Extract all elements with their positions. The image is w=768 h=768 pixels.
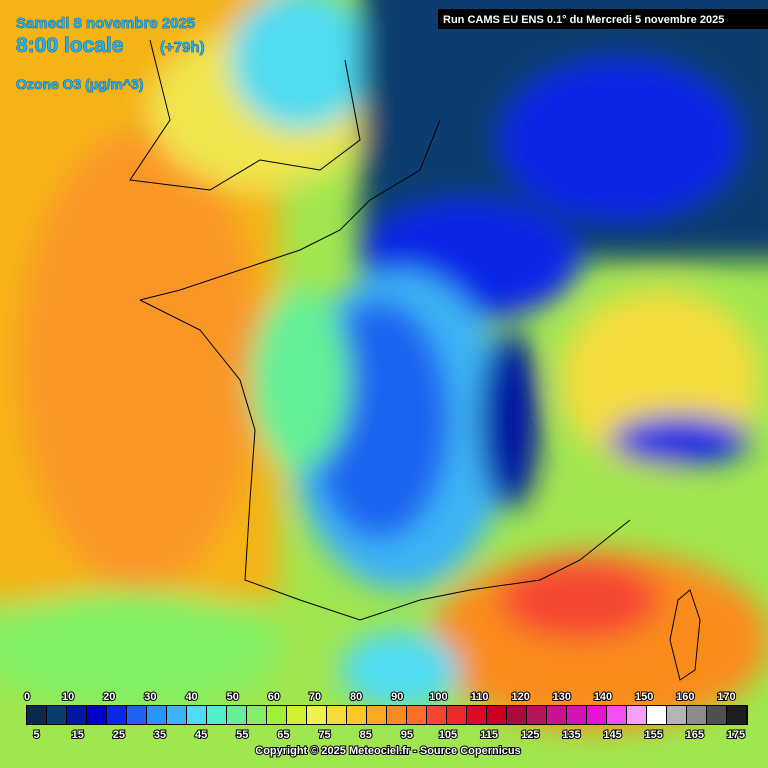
run-box — [438, 9, 768, 29]
scale-swatch — [207, 706, 226, 724]
scale-label-bottom: 115 — [480, 729, 498, 741]
scale-label-bottom: 65 — [277, 729, 289, 741]
scale-label-top: 170 — [717, 691, 735, 703]
scale-swatch — [267, 706, 286, 724]
variable-name: Ozone O3 (µg/m^3) — [16, 76, 143, 92]
forecast-date: Samedi 8 novembre 2025 — [16, 15, 195, 32]
scale-label-top: 120 — [512, 691, 530, 703]
scale-label-top: 10 — [62, 691, 74, 703]
scale-label-bottom: 75 — [318, 729, 330, 741]
scale-label-top: 20 — [103, 691, 115, 703]
scale-label-top: 90 — [391, 691, 403, 703]
scale-swatch — [147, 706, 166, 724]
scale-swatch — [587, 706, 606, 724]
scale-swatch — [287, 706, 306, 724]
scale-swatch — [447, 706, 466, 724]
scale-label-top: 0 — [24, 691, 30, 703]
scale-label-bottom: 55 — [236, 729, 248, 741]
forecast-time: 8:00 locale — [16, 34, 123, 57]
scale-label-top: 50 — [227, 691, 239, 703]
scale-swatch — [507, 706, 526, 724]
scale-label-top: 160 — [676, 691, 694, 703]
scale-label-bottom: 125 — [521, 729, 539, 741]
scale-label-bottom: 145 — [603, 729, 621, 741]
forecast-lead: (+79h) — [160, 39, 205, 56]
title-block: Samedi 8 novembre 2025 8:00 locale (+79h… — [16, 15, 205, 93]
scale-swatch — [27, 706, 46, 724]
scale-swatch — [467, 706, 486, 724]
scale-swatch — [687, 706, 706, 724]
run-info: Run CAMS EU ENS 0.1° du Mercredi 5 novem… — [443, 14, 724, 26]
scale-swatch — [627, 706, 646, 724]
scale-label-bottom: 165 — [686, 729, 704, 741]
scale-label-top: 110 — [471, 691, 489, 703]
scale-swatch — [107, 706, 126, 724]
scale-swatch — [487, 706, 506, 724]
scale-swatch — [607, 706, 626, 724]
color-scale: 0 10 20 30 40 50 60 70 80 90 100 110 120 130 140 150 160… — [23, 690, 748, 742]
scale-swatch — [567, 706, 586, 724]
scale-label-bottom: 25 — [113, 729, 125, 741]
scale-swatch — [227, 706, 246, 724]
scale-swatch — [527, 706, 546, 724]
scale-swatch — [707, 706, 726, 724]
scale-swatch — [187, 706, 206, 724]
scale-swatch — [47, 706, 66, 724]
scale-swatch — [407, 706, 426, 724]
scale-label-top: 130 — [553, 691, 571, 703]
scale-label-bottom: 175 — [727, 729, 745, 741]
scale-swatch — [427, 706, 446, 724]
scale-label-bottom: 95 — [401, 729, 413, 741]
scale-swatch — [367, 706, 386, 724]
scale-label-top: 140 — [594, 691, 612, 703]
scale-swatch — [347, 706, 366, 724]
scale-label-bottom: 155 — [645, 729, 663, 741]
scale-swatch — [87, 706, 106, 724]
scale-swatch — [667, 706, 686, 724]
scale-swatch — [327, 706, 346, 724]
copyright: Copyright © 2025 Meteociel.fr - Source C… — [255, 745, 520, 757]
scale-label-bottom: 85 — [360, 729, 372, 741]
scale-label-bottom: 5 — [34, 729, 40, 741]
scale-label-bottom: 35 — [154, 729, 166, 741]
scale-label-top: 70 — [309, 691, 321, 703]
scale-label-top: 40 — [185, 691, 197, 703]
scale-swatch — [167, 706, 186, 724]
scale-swatch — [387, 706, 406, 724]
coastlines — [129, 39, 701, 681]
scale-swatch — [547, 706, 566, 724]
scale-swatch — [727, 706, 746, 724]
scale-label-bottom: 135 — [562, 729, 580, 741]
scale-swatch — [247, 706, 266, 724]
scale-swatch — [67, 706, 86, 724]
scale-swatch — [647, 706, 666, 724]
scale-label-bottom: 105 — [439, 729, 457, 741]
scale-label-top: 80 — [350, 691, 362, 703]
scale-label-top: 60 — [268, 691, 280, 703]
scale-swatch — [127, 706, 146, 724]
scale-label-bottom: 45 — [195, 729, 207, 741]
scale-label-top: 30 — [144, 691, 156, 703]
scale-label-top: 100 — [429, 691, 447, 703]
scale-label-top: 150 — [635, 691, 653, 703]
scale-swatch — [307, 706, 326, 724]
scale-label-bottom: 15 — [72, 729, 84, 741]
